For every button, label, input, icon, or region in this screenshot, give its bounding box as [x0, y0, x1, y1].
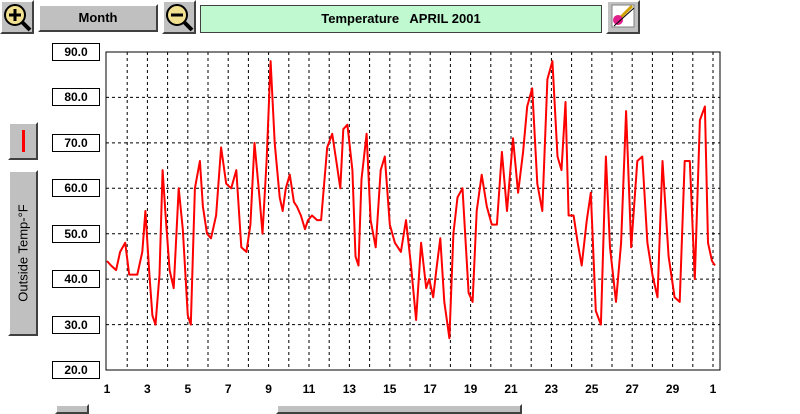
zoom-in-icon: [4, 4, 32, 32]
x-tick-label: 5: [184, 382, 192, 396]
y-tick-label: 70.0: [52, 133, 100, 152]
x-tick-label: 27: [625, 382, 639, 396]
x-tick-label: 19: [463, 382, 478, 396]
x-tick-label: 25: [585, 382, 599, 396]
zoom-out-button[interactable]: [162, 0, 196, 34]
y-tick-label: 30.0: [52, 315, 100, 334]
y-tick-label: 80.0: [52, 88, 100, 107]
period-button[interactable]: Month: [38, 4, 158, 32]
y-tick-label: 40.0: [52, 270, 100, 289]
y-tick-label: 20.0: [52, 361, 100, 379]
paint-button[interactable]: [606, 0, 640, 34]
x-tick-label: 9: [265, 382, 272, 396]
x-tick-label: 1: [709, 382, 717, 396]
series-line-outside-temp: [106, 60, 716, 340]
x-tick-label: 7: [224, 382, 232, 396]
zoom-out-icon: [166, 4, 194, 32]
x-tick-label: 13: [342, 382, 357, 396]
y-tick-label: 50.0: [52, 224, 100, 243]
x-tick-label: 23: [544, 382, 559, 396]
y-axis-label-button[interactable]: Outside Temp-°F: [8, 170, 38, 336]
chart-title: Temperature APRIL 2001: [200, 5, 602, 33]
x-tick-label: 29: [665, 382, 680, 396]
series-color-swatch: [22, 130, 25, 152]
x-tick-label: 21: [504, 382, 518, 396]
zoom-in-button[interactable]: [0, 0, 34, 34]
x-tick-label: 11: [302, 382, 316, 396]
bottom-left-button[interactable]: [55, 404, 89, 414]
series-color-button[interactable]: [8, 122, 38, 160]
x-tick-label: 3: [144, 382, 151, 396]
plot-frame: [105, 51, 721, 371]
x-tick-label: 17: [423, 382, 437, 396]
chart-grid: [106, 52, 720, 370]
horizontal-scrollbar[interactable]: [276, 404, 522, 414]
paint-brush-icon: [611, 4, 635, 28]
x-tick-label: 1: [103, 382, 111, 396]
y-tick-label: 90.0: [52, 43, 100, 61]
y-tick-label: 60.0: [52, 179, 100, 198]
x-tick-label: 15: [383, 382, 397, 396]
